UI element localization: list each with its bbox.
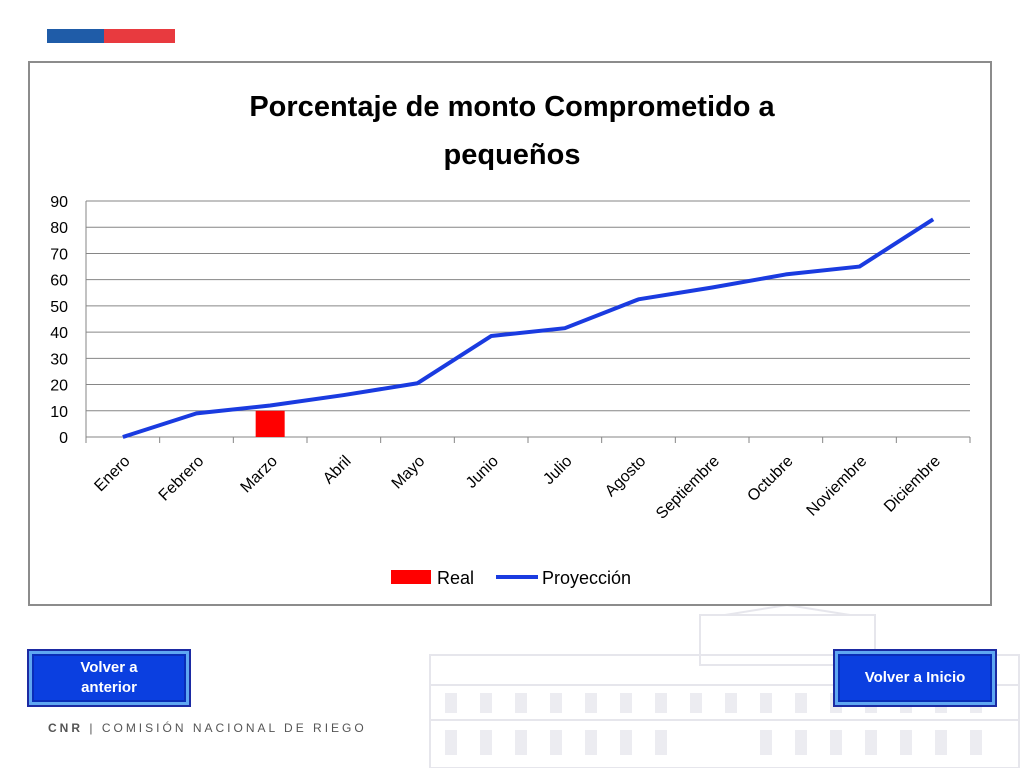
y-axis-ticks: 0 10 20 30 40 50 60 70 80 90 <box>50 194 68 447</box>
footer-org: COMISIÓN NACIONAL DE RIEGO <box>101 721 367 735</box>
chile-flag-stripe <box>47 29 175 43</box>
x-tick-label: Agosto <box>602 453 649 500</box>
footer-cnr: CNR <box>48 721 83 735</box>
back-button[interactable]: Volver a anterior <box>27 649 191 707</box>
y-tick-label: 80 <box>50 220 68 237</box>
projection-line <box>122 217 935 439</box>
x-tick-label: Abril <box>320 453 355 488</box>
y-tick-label: 60 <box>50 273 68 290</box>
y-tick-label: 30 <box>50 351 68 368</box>
building-watermark <box>429 605 1020 768</box>
y-tick-label: 50 <box>50 299 68 316</box>
chart-legend: Real Proyección <box>391 568 631 588</box>
x-tick-label: Mayo <box>389 453 429 493</box>
x-tick-label: Junio <box>463 453 502 492</box>
y-tick-label: 90 <box>50 194 68 211</box>
chart-frame: Porcentaje de monto Comprometido a peque… <box>28 61 992 606</box>
legend-label-real: Real <box>437 568 474 588</box>
flag-blue-segment <box>47 29 104 43</box>
x-tick-label: Octubre <box>744 453 796 505</box>
flag-red-segment <box>104 29 175 43</box>
chart-title-line-1: Porcentaje de monto Comprometido a <box>249 91 775 123</box>
y-tick-label: 10 <box>50 404 68 421</box>
y-tick-label: 70 <box>50 246 68 263</box>
x-tick-label: Noviembre <box>804 453 871 520</box>
x-tick-label: Diciembre <box>881 453 944 516</box>
home-button-label: Volver a Inicio <box>864 669 966 686</box>
y-tick-label: 0 <box>59 430 68 447</box>
footer-separator: | <box>89 721 96 735</box>
chart: Porcentaje de monto Comprometido a peque… <box>50 91 971 588</box>
home-button[interactable]: Volver a Inicio <box>833 649 997 707</box>
legend-swatch-real <box>391 570 431 584</box>
x-tick-label: Julio <box>540 453 575 488</box>
series-line-proyeccion <box>122 217 935 439</box>
bar-real <box>255 410 285 437</box>
x-tick-label: Febrero <box>156 453 208 505</box>
chart-grid <box>85 200 970 438</box>
x-tick-label: Septiembre <box>653 453 723 523</box>
x-tick-label: Marzo <box>238 453 282 497</box>
legend-label-proyeccion: Proyección <box>542 568 631 588</box>
y-tick-label: 20 <box>50 378 68 395</box>
footer: CNR | COMISIÓN NACIONAL DE RIEGO <box>48 721 367 735</box>
x-tick-label: Enero <box>91 453 133 495</box>
chart-title-line-2: pequeños <box>444 139 581 171</box>
real-bars <box>255 410 285 437</box>
back-button-label: Volver a anterior <box>80 659 138 696</box>
y-tick-label: 40 <box>50 325 68 342</box>
x-axis-ticks: Enero Febrero Marzo Abril Mayo Junio Julio Agos… <box>85 437 971 523</box>
